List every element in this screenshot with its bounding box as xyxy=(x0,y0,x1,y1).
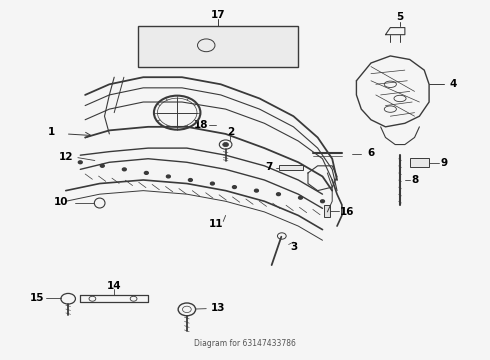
Circle shape xyxy=(276,193,280,195)
Text: 14: 14 xyxy=(107,281,122,291)
FancyBboxPatch shape xyxy=(324,205,330,217)
Text: 6: 6 xyxy=(368,148,374,158)
Text: 5: 5 xyxy=(396,12,404,22)
Circle shape xyxy=(100,165,104,167)
Circle shape xyxy=(122,168,126,171)
Text: 7: 7 xyxy=(266,162,273,172)
Text: 16: 16 xyxy=(340,207,354,217)
Circle shape xyxy=(254,189,258,192)
Text: 3: 3 xyxy=(290,242,297,252)
Text: Diagram for 63147433786: Diagram for 63147433786 xyxy=(194,339,296,348)
FancyBboxPatch shape xyxy=(410,158,429,167)
Text: 12: 12 xyxy=(58,152,73,162)
Text: 11: 11 xyxy=(209,219,223,229)
Text: 2: 2 xyxy=(227,127,234,137)
Text: 17: 17 xyxy=(211,10,226,20)
Text: 15: 15 xyxy=(29,293,44,303)
Circle shape xyxy=(78,161,82,164)
Circle shape xyxy=(320,200,324,203)
Text: 1: 1 xyxy=(48,127,55,137)
Text: 9: 9 xyxy=(440,158,447,168)
Circle shape xyxy=(211,182,214,185)
Circle shape xyxy=(145,171,148,174)
Circle shape xyxy=(232,186,236,189)
Text: 4: 4 xyxy=(450,79,457,89)
Circle shape xyxy=(189,179,193,181)
Circle shape xyxy=(167,175,171,178)
Text: 13: 13 xyxy=(211,303,225,313)
Text: 8: 8 xyxy=(411,175,418,185)
FancyBboxPatch shape xyxy=(138,26,298,67)
Text: 10: 10 xyxy=(54,197,68,207)
Circle shape xyxy=(223,143,228,147)
Circle shape xyxy=(298,196,302,199)
FancyBboxPatch shape xyxy=(279,165,303,170)
Text: 18: 18 xyxy=(194,120,209,130)
